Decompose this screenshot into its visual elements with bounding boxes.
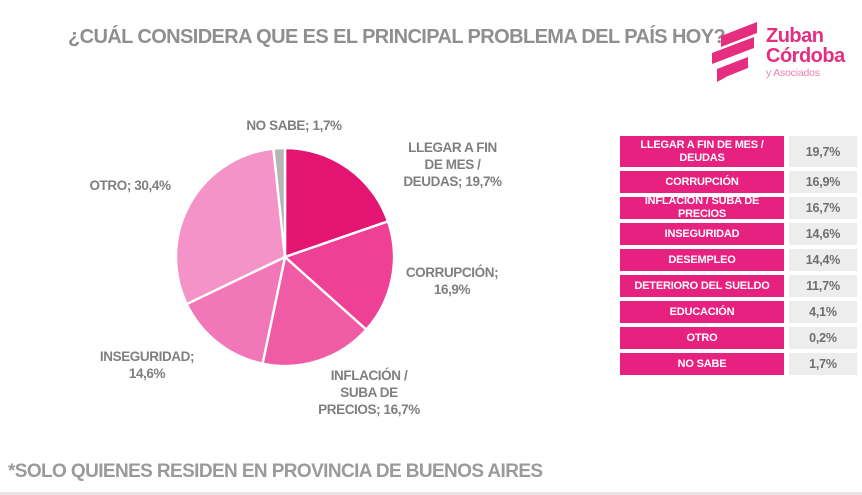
table-row-value: 1,7% xyxy=(789,353,857,375)
pie-slice-otro xyxy=(174,147,287,306)
table-row: DESEMPLEO 14,4% xyxy=(620,249,857,271)
pie-label-inseguridad: INSEGURIDAD; 14,6% xyxy=(99,349,195,381)
logo-name-line1: Zuban xyxy=(766,25,824,47)
logo: Zuban Córdoba y Asociados xyxy=(704,20,845,82)
table-row-value: 19,7% xyxy=(789,136,857,167)
table-row-value: 14,4% xyxy=(789,249,857,271)
table-row: OTRO 0,2% xyxy=(620,327,857,349)
footnote: *SOLO QUIENES RESIDEN EN PROVINCIA DE BU… xyxy=(8,461,543,482)
pie-label-llegar-a-fin: LLEGAR A FIN DE MES / DEUDAS; 19,7% xyxy=(403,140,502,189)
table-row: LLEGAR A FIN DE MES / DEUDAS 19,7% xyxy=(620,136,857,167)
table-row: DETERIORO DEL SUELDO 11,7% xyxy=(620,275,857,297)
table-row-value: 4,1% xyxy=(789,301,857,323)
results-table: LLEGAR A FIN DE MES / DEUDAS 19,7% CORRUPC… xyxy=(620,136,857,375)
pie-label-otro: OTRO; 30,4% xyxy=(89,178,171,193)
table-row-label: EDUCACIÓN xyxy=(620,301,784,323)
pie-slice-inseguridad xyxy=(185,255,287,365)
table-row-value: 16,9% xyxy=(789,171,857,193)
table-row: NO SABE 1,7% xyxy=(620,353,857,375)
logo-subtitle: y Asociados xyxy=(766,67,820,79)
table-row-label: DETERIORO DEL SUELDO xyxy=(620,275,784,297)
table-row-label: INSEGURIDAD xyxy=(620,223,784,245)
table-row-value: 11,7% xyxy=(789,275,857,297)
bottom-border xyxy=(0,492,862,495)
table-row-label: CORRUPCIÓN xyxy=(620,171,784,193)
pie-slice-corrupci-n xyxy=(283,220,396,331)
pie-label-inflacion: INFLACIÓN / SUBA DE PRECIOS; 16,7% xyxy=(318,368,420,417)
table-row-label: LLEGAR A FIN DE MES / DEUDAS xyxy=(620,136,784,167)
table-row-label: NO SABE xyxy=(620,353,784,375)
table-row-value: 16,7% xyxy=(789,197,857,219)
table-row-value: 0,2% xyxy=(789,327,857,349)
table-row: EDUCACIÓN 4,1% xyxy=(620,301,857,323)
table-row-value: 14,6% xyxy=(789,223,857,245)
table-row: INSEGURIDAD 14,6% xyxy=(620,223,857,245)
pie-slice-inflaci-n-suba-de-precios xyxy=(261,255,368,368)
table-row: CORRUPCIÓN 16,9% xyxy=(620,171,857,193)
zuban-cordoba-logo-icon xyxy=(712,22,757,82)
pie-chart xyxy=(174,146,396,368)
pie-label-no-sabe: NO SABE; 1,7% xyxy=(246,118,342,133)
pie-slice-no-sabe xyxy=(272,146,287,259)
table-row-label: INFLACIÓN / SUBA DE PRECIOS xyxy=(620,195,784,220)
table-row: INFLACIÓN / SUBA DE PRECIOS 16,7% xyxy=(620,195,857,220)
table-row-label: OTRO xyxy=(620,327,784,349)
logo-text: Zuban Córdoba y Asociados xyxy=(766,26,845,79)
pie-label-corrupcion: CORRUPCIÓN; 16,9% xyxy=(405,265,499,297)
page-title: ¿CUÁL CONSIDERA QUE ES EL PRINCIPAL PROB… xyxy=(68,26,726,48)
logo-name-line2: Córdoba xyxy=(766,45,845,67)
table-row-label: DESEMPLEO xyxy=(620,249,784,271)
